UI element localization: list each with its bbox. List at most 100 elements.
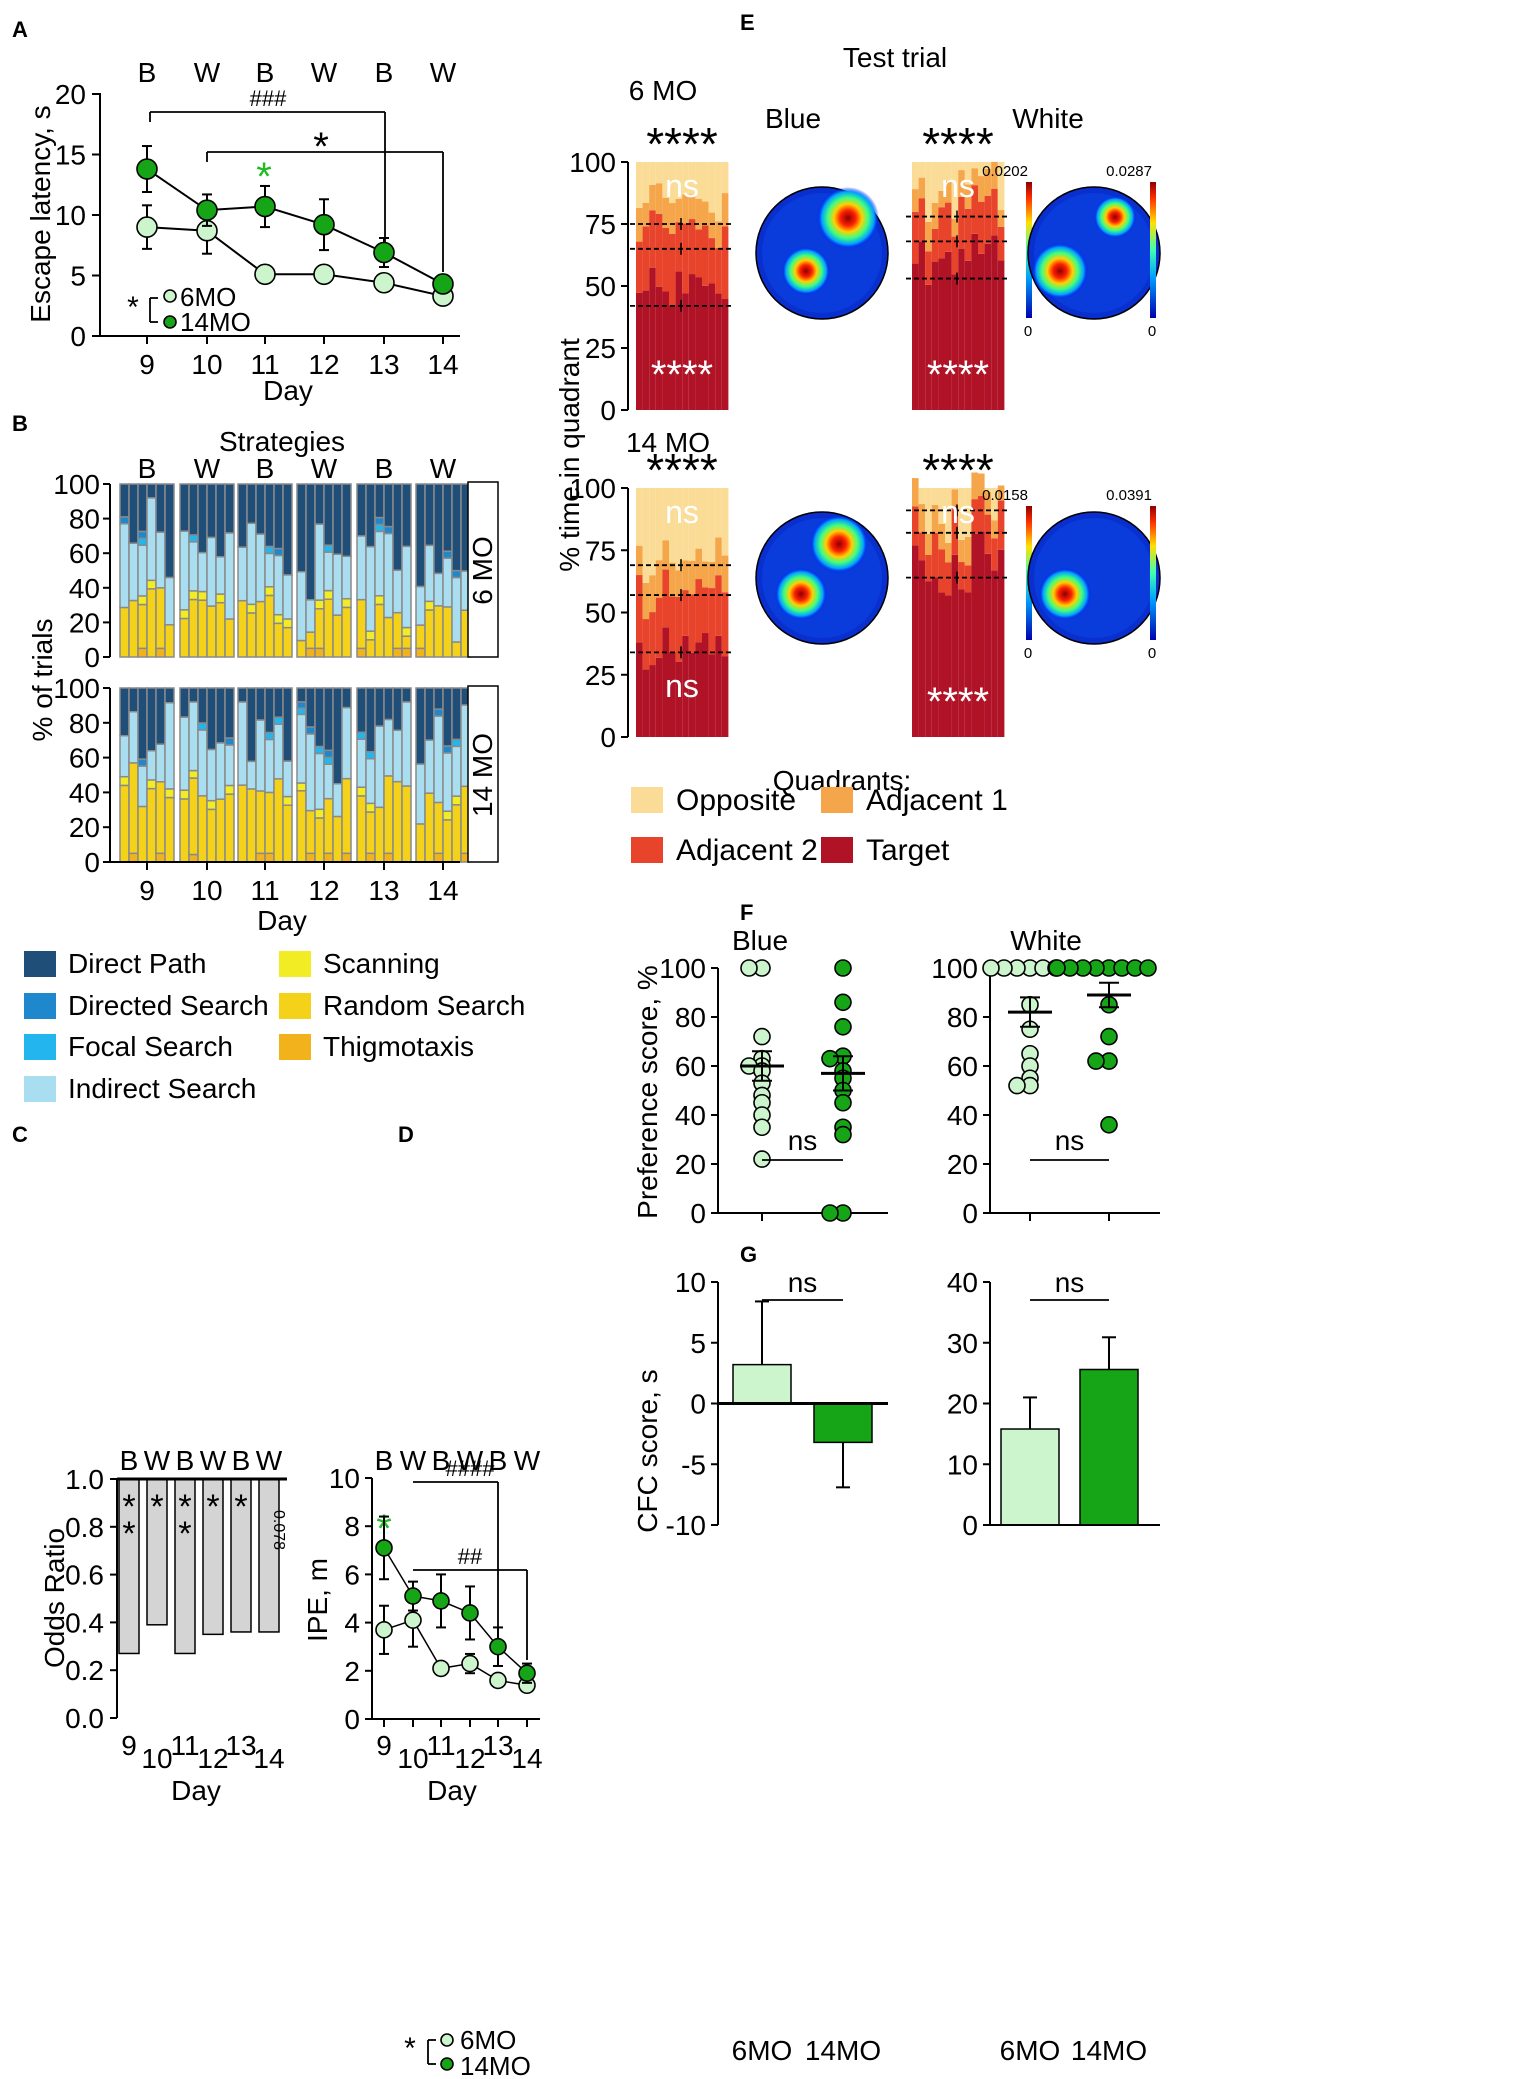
- phase-label: B: [120, 1445, 139, 1476]
- significance-label: *: [178, 1515, 191, 1553]
- strategy-segment: [137, 595, 148, 606]
- data-point-6MO: [404, 1611, 422, 1629]
- strategy-segment: [365, 852, 376, 863]
- quadrant-segment: [708, 654, 716, 737]
- legend-marker-14mo: [440, 2057, 454, 2071]
- strategy-segment: [442, 745, 453, 754]
- y-tick-label: 5: [70, 261, 86, 292]
- quadrant-segment: [938, 549, 945, 593]
- y-tick-label: 0: [344, 1704, 360, 1735]
- strategy-segment: [341, 555, 352, 600]
- quadrant-segment: [682, 194, 689, 224]
- y-tick-label: 40: [947, 1267, 978, 1298]
- quadrant-segment: [945, 162, 952, 182]
- panel-label-f: F: [740, 900, 753, 925]
- y-tick-label: -10: [666, 1510, 706, 1541]
- strategy-segment: [146, 787, 157, 863]
- quadrant-segment: [951, 489, 959, 506]
- x-tick-label: 14: [427, 349, 458, 380]
- data-point-6MO: [753, 1027, 771, 1046]
- strategy-segment: [179, 617, 190, 658]
- quadrant-segment: [938, 207, 945, 259]
- quadrant-segment: [964, 565, 972, 593]
- strategy-segment: [296, 707, 307, 716]
- quadrant-segment: [695, 488, 702, 549]
- strategy-segment: [224, 532, 235, 620]
- strategy-segment: [215, 593, 226, 604]
- quadrant-segment: [715, 221, 722, 249]
- legend-swatch: [24, 951, 56, 977]
- row-label: 6 MO: [629, 75, 697, 106]
- hash4-marker: ####: [446, 1456, 496, 1481]
- strategy-segment: [188, 590, 199, 601]
- y-axis-label: Escape latency, s: [25, 105, 56, 322]
- strategy-segment: [356, 598, 367, 650]
- strategy-segment: [255, 600, 266, 658]
- strategy-segment: [305, 809, 316, 855]
- legend-swatch: [821, 787, 853, 813]
- y-tick-label: 2: [344, 1656, 360, 1687]
- strategy-segment: [401, 687, 412, 703]
- quadrant-segment: [984, 243, 992, 410]
- data-point-14MO: [834, 993, 852, 1012]
- data-point-6MO: [461, 1654, 479, 1673]
- strategy-segment: [197, 687, 208, 724]
- strategy-segment: [415, 585, 426, 626]
- strategy-segment: [264, 545, 275, 555]
- ns-label: ns: [665, 494, 699, 530]
- quadrant-segment: [912, 211, 919, 264]
- strategy-segment: [197, 599, 208, 658]
- quadrant-segment: [971, 533, 978, 737]
- quadrant-segment: [688, 560, 696, 595]
- data-point-6MO: [313, 263, 335, 286]
- heat-spot: [817, 187, 879, 249]
- heat-spot: [810, 515, 868, 573]
- y-tick-label: 100: [659, 953, 706, 984]
- strategy-segment: [246, 483, 257, 525]
- data-point-14MO: [1087, 1052, 1105, 1070]
- quadrant-segment: [721, 592, 729, 657]
- quadrant-segment: [662, 627, 669, 737]
- strategy-segment: [255, 687, 266, 721]
- strategy-segment: [155, 483, 166, 533]
- strategy-segment: [415, 483, 426, 588]
- y-tick-label: 80: [675, 1002, 706, 1033]
- phase-label: W: [430, 57, 457, 88]
- strategy-segment: [365, 630, 376, 641]
- strategy-segment: [356, 795, 367, 863]
- strategy-segment: [215, 556, 226, 595]
- phase-label: B: [138, 57, 157, 88]
- quadrant-segment: [675, 162, 683, 199]
- strategy-segment: [237, 687, 248, 703]
- quadrant-segment: [931, 532, 939, 578]
- strategy-segment: [374, 516, 385, 526]
- quadrant-segment: [675, 596, 683, 662]
- y-tick-label: 40: [69, 777, 100, 808]
- colorbar-min-label: 0: [1148, 645, 1156, 662]
- y-tick-label: 8: [344, 1511, 360, 1542]
- quadrant-segment: [951, 488, 959, 490]
- significance-bottom: ****: [927, 680, 989, 724]
- quadrant-segment: [918, 198, 926, 242]
- quadrant-segment: [951, 162, 959, 219]
- strategy-segment: [155, 852, 166, 863]
- strategy-segment: [314, 599, 325, 610]
- strategy-segment: [341, 706, 352, 780]
- quadrant-segment: [991, 488, 998, 521]
- strategy-segment: [356, 687, 367, 734]
- quadrant-segment: [655, 657, 663, 737]
- strategy-segment: [383, 525, 394, 535]
- quadrant-segment: [649, 267, 656, 410]
- quadrant-segment: [708, 283, 716, 410]
- phase-label: W: [194, 453, 221, 484]
- strategy-segment: [314, 745, 325, 755]
- data-point-14MO: [313, 213, 335, 236]
- y-tick-label: 25: [585, 333, 616, 364]
- x-tick-label: 9: [139, 875, 155, 906]
- strategy-segment: [137, 805, 148, 863]
- quadrant-segment: [655, 597, 663, 658]
- strategy-segment: [179, 483, 190, 532]
- y-tick-label: 40: [675, 1100, 706, 1131]
- strategy-segment: [224, 483, 235, 534]
